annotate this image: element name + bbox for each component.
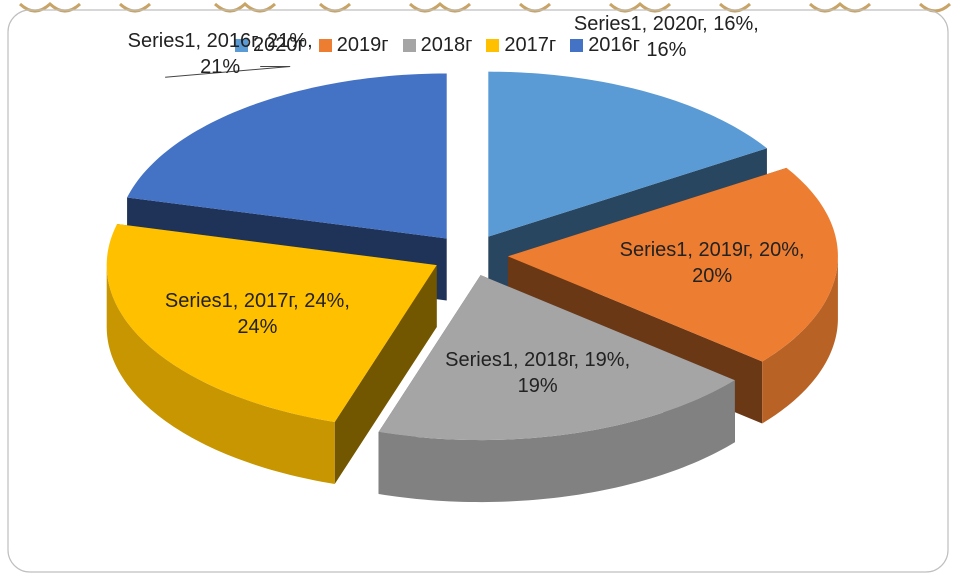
data-label: Series1, 2019г, 20%, 20% (619, 238, 805, 287)
legend-label: 2016г (588, 34, 640, 56)
slice (488, 71, 767, 237)
legend-item: 2018г (402, 34, 473, 57)
slice-wall (762, 256, 838, 424)
slice (127, 73, 447, 239)
slice-wall (378, 380, 735, 503)
legend: 2020г 2019г 2018г 2017г 2016г (235, 34, 640, 57)
slice-wall (106, 265, 335, 484)
pie (106, 65, 838, 503)
leader-line (165, 65, 291, 78)
slice (378, 275, 735, 441)
legend-swatch (486, 39, 500, 52)
legend-item: 2020г (235, 34, 305, 57)
legend-item: 2019г (318, 34, 389, 57)
legend-label: 2018г (420, 34, 473, 56)
legend-label: 2019г (336, 34, 389, 56)
legend-item: 2017г (486, 34, 556, 57)
legend-swatch (402, 39, 416, 52)
legend-label: 2017г (504, 34, 557, 56)
data-label: Series1, 2018г, 19%, 19% (445, 349, 631, 398)
slice (507, 167, 838, 362)
ornament-border (18, 1, 952, 13)
legend-swatch (318, 39, 332, 52)
data-label: Series1, 2017г, 24%, 24% (164, 290, 350, 339)
data-label: Series1, 2016г, 21%, 21% (127, 30, 313, 79)
legend-swatch (235, 39, 248, 52)
legend-swatch (570, 39, 584, 52)
slice (106, 224, 437, 422)
chart-frame (7, 9, 949, 573)
data-label: Series1, 2020г, 16%, 16% (573, 12, 759, 61)
legend-label: 2020г (253, 34, 305, 56)
legend-item: 2016г (570, 34, 640, 57)
